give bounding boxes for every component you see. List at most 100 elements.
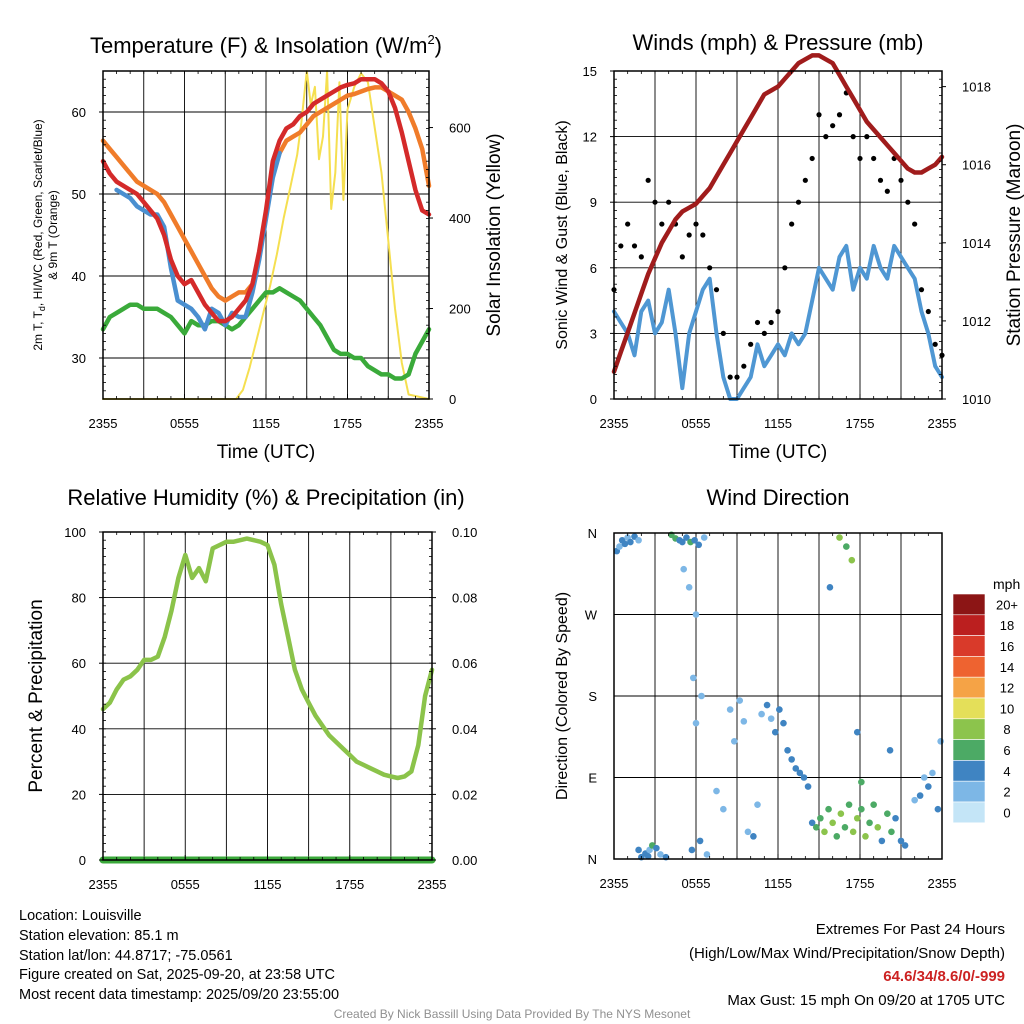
- direction-point: [853, 728, 861, 736]
- gust-point: [748, 341, 754, 347]
- direction-point: [683, 534, 690, 541]
- x-tick-label: 2355: [418, 877, 447, 892]
- legend-label: 18: [1000, 618, 1014, 633]
- direction-point: [833, 833, 841, 840]
- direction-point: [843, 543, 850, 550]
- direction-point: [804, 783, 812, 790]
- y2-tick-label: 1010: [962, 392, 991, 407]
- gust-point: [659, 221, 665, 227]
- direction-point: [878, 837, 886, 845]
- direction-point: [937, 737, 944, 745]
- gust-point: [775, 308, 781, 315]
- y2-tick-label: 0.00: [452, 853, 477, 868]
- direction-point: [826, 584, 834, 591]
- temperature-panel: Temperature (F) & Insolation (W/m2) 2355…: [31, 32, 505, 463]
- direction-point: [763, 701, 771, 709]
- y2-tick-label: 1014: [962, 236, 991, 251]
- gust-point: [720, 330, 726, 336]
- winds-ylabel: Sonic Wind & Gust (Blue, Black): [554, 120, 571, 349]
- winds-panel: Winds (mph) & Pressure (mb) 2355 0555 1155…: [554, 30, 1024, 463]
- direction-point: [812, 824, 820, 831]
- direction-point: [836, 534, 843, 541]
- direction-point: [829, 819, 836, 827]
- gust-point: [666, 199, 672, 205]
- y-tick-label: 30: [72, 351, 86, 366]
- winds-xlabel: Time (UTC): [729, 442, 828, 463]
- direction-point: [901, 842, 909, 849]
- gust-point: [686, 232, 692, 238]
- gust-point: [857, 155, 863, 162]
- gust-point: [625, 221, 631, 227]
- direction-point: [934, 805, 942, 813]
- direction-point: [771, 728, 779, 736]
- pressure-line: [611, 53, 945, 374]
- gust-point: [864, 134, 870, 140]
- gust-point: [761, 330, 767, 336]
- gust-point: [918, 287, 925, 293]
- direction-point: [792, 765, 800, 772]
- direction-point: [627, 538, 634, 546]
- gust-point: [645, 177, 651, 183]
- direction-point: [740, 718, 748, 725]
- direction-point: [788, 756, 795, 763]
- direction-point: [685, 584, 693, 591]
- gust-point: [727, 374, 733, 380]
- sonic-wind-line: [612, 243, 944, 401]
- gust-point: [877, 177, 884, 183]
- y-tick-label: 12: [583, 130, 597, 145]
- direction-point: [736, 697, 744, 704]
- y-tick-label: 3: [590, 326, 597, 341]
- gust-point: [638, 254, 644, 260]
- y2-tick-label: 0.06: [452, 656, 477, 671]
- direction-point: [726, 706, 734, 713]
- x-tick-label: 2355: [89, 877, 118, 892]
- legend-label: 0: [1003, 805, 1010, 820]
- x-tick-label: 2355: [928, 876, 957, 891]
- y-tick-label: 0: [590, 392, 597, 407]
- direction-point: [653, 844, 660, 852]
- gust-point: [693, 221, 699, 227]
- direction-panel: Wind Direction 2355 0555 1155 1755 2355NESWN…: [554, 485, 1020, 891]
- td-line: [100, 286, 432, 381]
- y-tick-label: 40: [72, 722, 86, 737]
- humidity-ylabel: Percent & Precipitation: [26, 599, 47, 792]
- direction-point: [695, 541, 703, 549]
- legend-swatch: [952, 718, 986, 740]
- direction-point: [825, 805, 832, 813]
- gust-point: [679, 254, 685, 260]
- temperature-y2label: Solar Insolation (Yellow): [484, 133, 505, 336]
- direction-ylabel: Direction (Colored By Speed): [554, 592, 571, 800]
- legend-label: 12: [1000, 681, 1014, 696]
- y-tick-label: 100: [64, 525, 86, 540]
- y2-tick-label: 0: [449, 392, 456, 407]
- direction-point: [848, 556, 856, 564]
- gust-point: [618, 243, 624, 249]
- gust-point: [823, 134, 829, 140]
- gust-point: [768, 319, 774, 326]
- direction-point: [657, 851, 664, 858]
- y-tick-label: S: [588, 689, 597, 704]
- winds-y2label: Station Pressure (Maroon): [1004, 124, 1024, 347]
- gust-point: [795, 199, 802, 205]
- direction-point: [849, 828, 857, 836]
- direction-point: [800, 774, 808, 781]
- y2-tick-label: 600: [449, 121, 471, 136]
- gust-point: [754, 319, 761, 326]
- temperature-ylabel-line2: & 9m T (Orange): [46, 190, 60, 280]
- y-tick-label: 60: [72, 656, 86, 671]
- direction-point: [691, 536, 698, 544]
- direction-point: [720, 805, 727, 813]
- latlon-text: Station lat/lon: 44.8717; -75.0561: [19, 947, 233, 964]
- direction-point: [696, 837, 704, 845]
- x-tick-label: 2355: [89, 416, 118, 431]
- y2-tick-label: 1012: [962, 314, 991, 329]
- x-tick-label: 2355: [600, 876, 629, 891]
- direction-point: [616, 543, 623, 550]
- direction-point: [892, 814, 899, 822]
- y-tick-label: N: [588, 526, 597, 541]
- direction-point: [916, 792, 924, 799]
- direction-point: [920, 774, 928, 781]
- gust-point: [802, 177, 808, 183]
- y2-tick-label: 0.08: [452, 591, 477, 606]
